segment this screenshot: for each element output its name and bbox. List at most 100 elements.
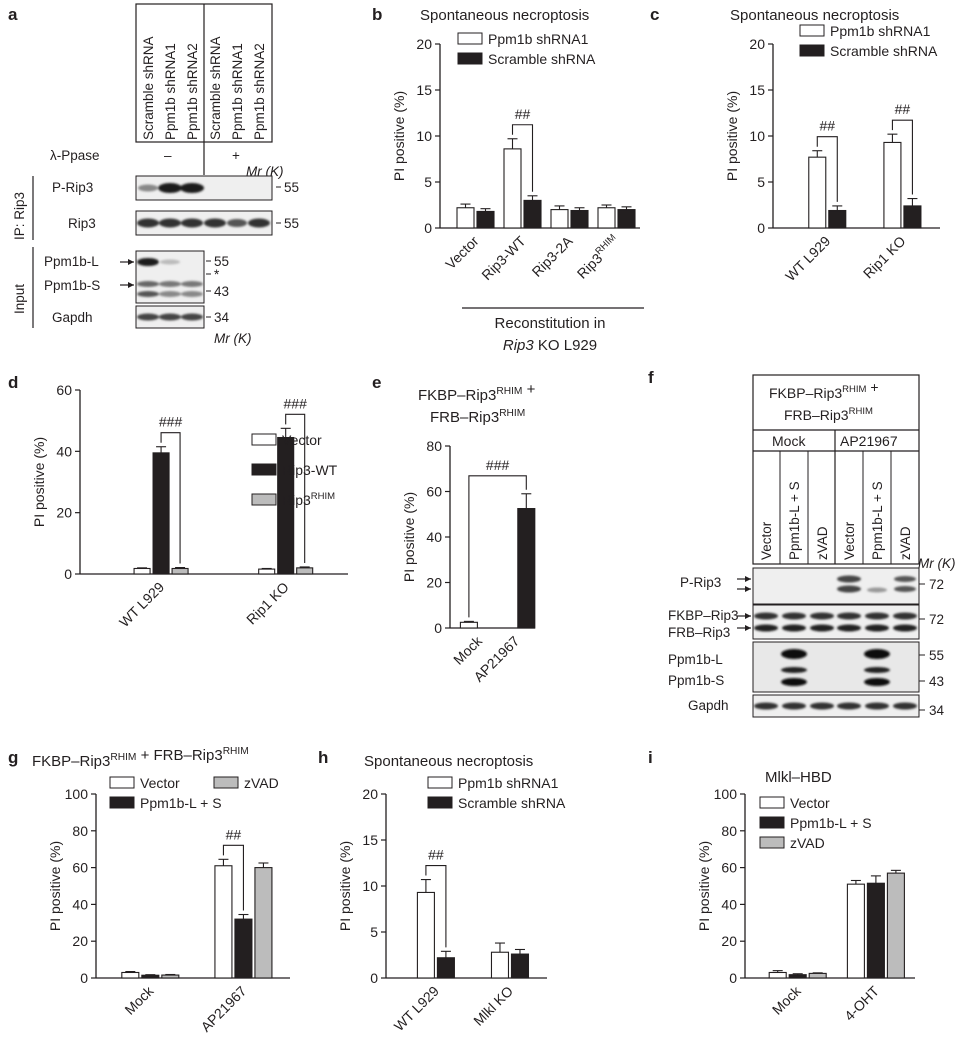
legend-label: Ppm1b shRNA1 [488,31,589,47]
legend-label: zVAD [790,835,825,851]
y-tick-label: 10 [362,878,378,894]
chart-title-part: FKBP–Rip3 [32,753,110,770]
y-tick-label: 20 [362,786,378,802]
x-category-label-part: Mock [769,982,805,1018]
bands-a [137,183,270,321]
chart-title-line1: FKBP–Rip3RHIM + [418,381,536,404]
significance-bracket [816,136,838,202]
marker-label-a: 43 [214,284,229,299]
y-tick-label: 20 [416,36,432,52]
f-header-line1-sup: RHIM [842,384,866,395]
ppase-label: λ-Ppase [50,148,100,163]
significance-label: ### [486,457,510,473]
bar-b-ppm1b-shrna1 [550,209,569,229]
bar-g-ppm1b-l-s [234,918,253,979]
y-tick-label: 15 [416,82,432,98]
chart-title-part: Spontaneous necroptosis [730,7,899,24]
lane-label-f: zVAD [815,526,830,560]
legend-swatch [251,433,277,446]
panel-g-letter: g [8,748,18,767]
bands-f [754,575,917,710]
legend-label-part: zVAD [244,775,279,791]
y-tick-label: 15 [362,832,378,848]
arrowhead-icon [745,613,751,619]
y-tick-label: 80 [72,823,88,839]
row-label-f: Gapdh [688,698,729,713]
y-tick-label: 10 [416,128,432,144]
bar-b-scramble-shrna [476,210,495,229]
legend-label: Vector [282,432,322,448]
x-category-label: WT L929 [116,579,167,630]
y-axis-label: PI positive (%) [724,91,740,181]
y-tick-label: 0 [424,220,432,236]
x-category-label: Mock [769,982,805,1018]
y-tick-label: 40 [56,443,72,459]
significance-bracket [222,844,244,911]
panel-e-letter: e [372,373,381,392]
mr-label-f: Mr (K) [918,556,956,571]
legend-label: Scramble shRNA [488,51,596,67]
x-category-label-part: Mock [121,982,157,1018]
marker-label-f: 34 [929,703,945,718]
chart-title-line2: FRB–Rip3RHIM [430,408,525,426]
input-label: Input [12,284,27,314]
legend-label: Vector [140,775,180,791]
x-category-label-part: Vector [442,233,482,273]
y-axis-label: PI positive (%) [47,841,63,931]
legend-label: Rip3RHIM [282,491,335,508]
row-label-a: Rip3 [68,216,96,231]
y-tick-label: 80 [721,823,737,839]
mr-label-a: Mr (K) [246,164,284,179]
group-label-line2: Rip3 KO L929 [503,337,597,354]
row-label-f: Ppm1b-L [668,652,723,667]
legend-label: Ppm1b shRNA1 [830,23,931,39]
bar-c-scramble-shrna [828,209,847,229]
panel-c-chart: c Spontaneous necroptosis 0 5 10 15 20 PI posit… [650,5,940,284]
marker-label-a: * [214,267,220,282]
legend-label-part: Rip3-WT [282,462,338,478]
bar-i-zvad [808,972,827,979]
significance-label: ## [428,847,444,863]
legend-label-part: Ppm1b-L + S [140,795,222,811]
blot-gapdh-f [752,694,920,718]
bar-i-ppm1b-l-s [788,974,807,979]
x-category-label-part: AP21967 [198,983,250,1035]
lane-label-a: Scramble shRNA [208,36,223,140]
chart-title-sup: RHIM [223,746,249,757]
legend-swatch [799,24,825,37]
panel-h-letter: h [318,748,328,767]
legend-label-part: zVAD [790,835,825,851]
arrowhead-icon [128,259,134,265]
legend-label: Ppm1b shRNA1 [458,775,559,791]
x-category-label: Rip1 KO [860,233,909,282]
y-tick-label: 5 [424,174,432,190]
y-axis-label: PI positive (%) [31,437,47,527]
chart-title-line1-sup: RHIM [496,386,522,397]
chart-title-part: Spontaneous necroptosis [420,7,589,24]
marker-label-f: 72 [929,577,944,592]
lane-label-a: Ppm1b shRNA2 [185,43,200,140]
significance-label: ## [515,106,531,122]
bar-i-vector [768,971,787,979]
x-category-label-part: WT L929 [116,579,167,630]
legend-label: Rip3-WT [282,462,338,478]
x-category-label-sup: RHIM [593,232,618,257]
legend-label: zVAD [244,775,279,791]
marker-label-a: 34 [214,310,230,325]
y-tick-label: 5 [757,174,765,190]
arrowhead-icon [745,586,751,592]
legend-swatch [109,776,135,789]
legend-label-part: Ppm1b shRNA1 [458,775,559,791]
y-tick-label: 20 [426,575,442,591]
bar-b-ppm1b-shrna1 [503,148,522,229]
arrowhead-icon [745,576,751,582]
bar-c-ppm1b-shrna1 [883,141,902,229]
panel-b-letter: b [372,5,382,24]
row-label-a: Ppm1b-L [44,254,99,269]
lane-label-f: Vector [842,521,857,560]
row-label-f: FKBP–Rip3 [668,608,739,623]
group-label-line1: Reconstitution in [495,315,606,332]
row-label-f: FRB–Rip3 [668,625,730,640]
bar-b-scramble-shrna [523,199,542,229]
